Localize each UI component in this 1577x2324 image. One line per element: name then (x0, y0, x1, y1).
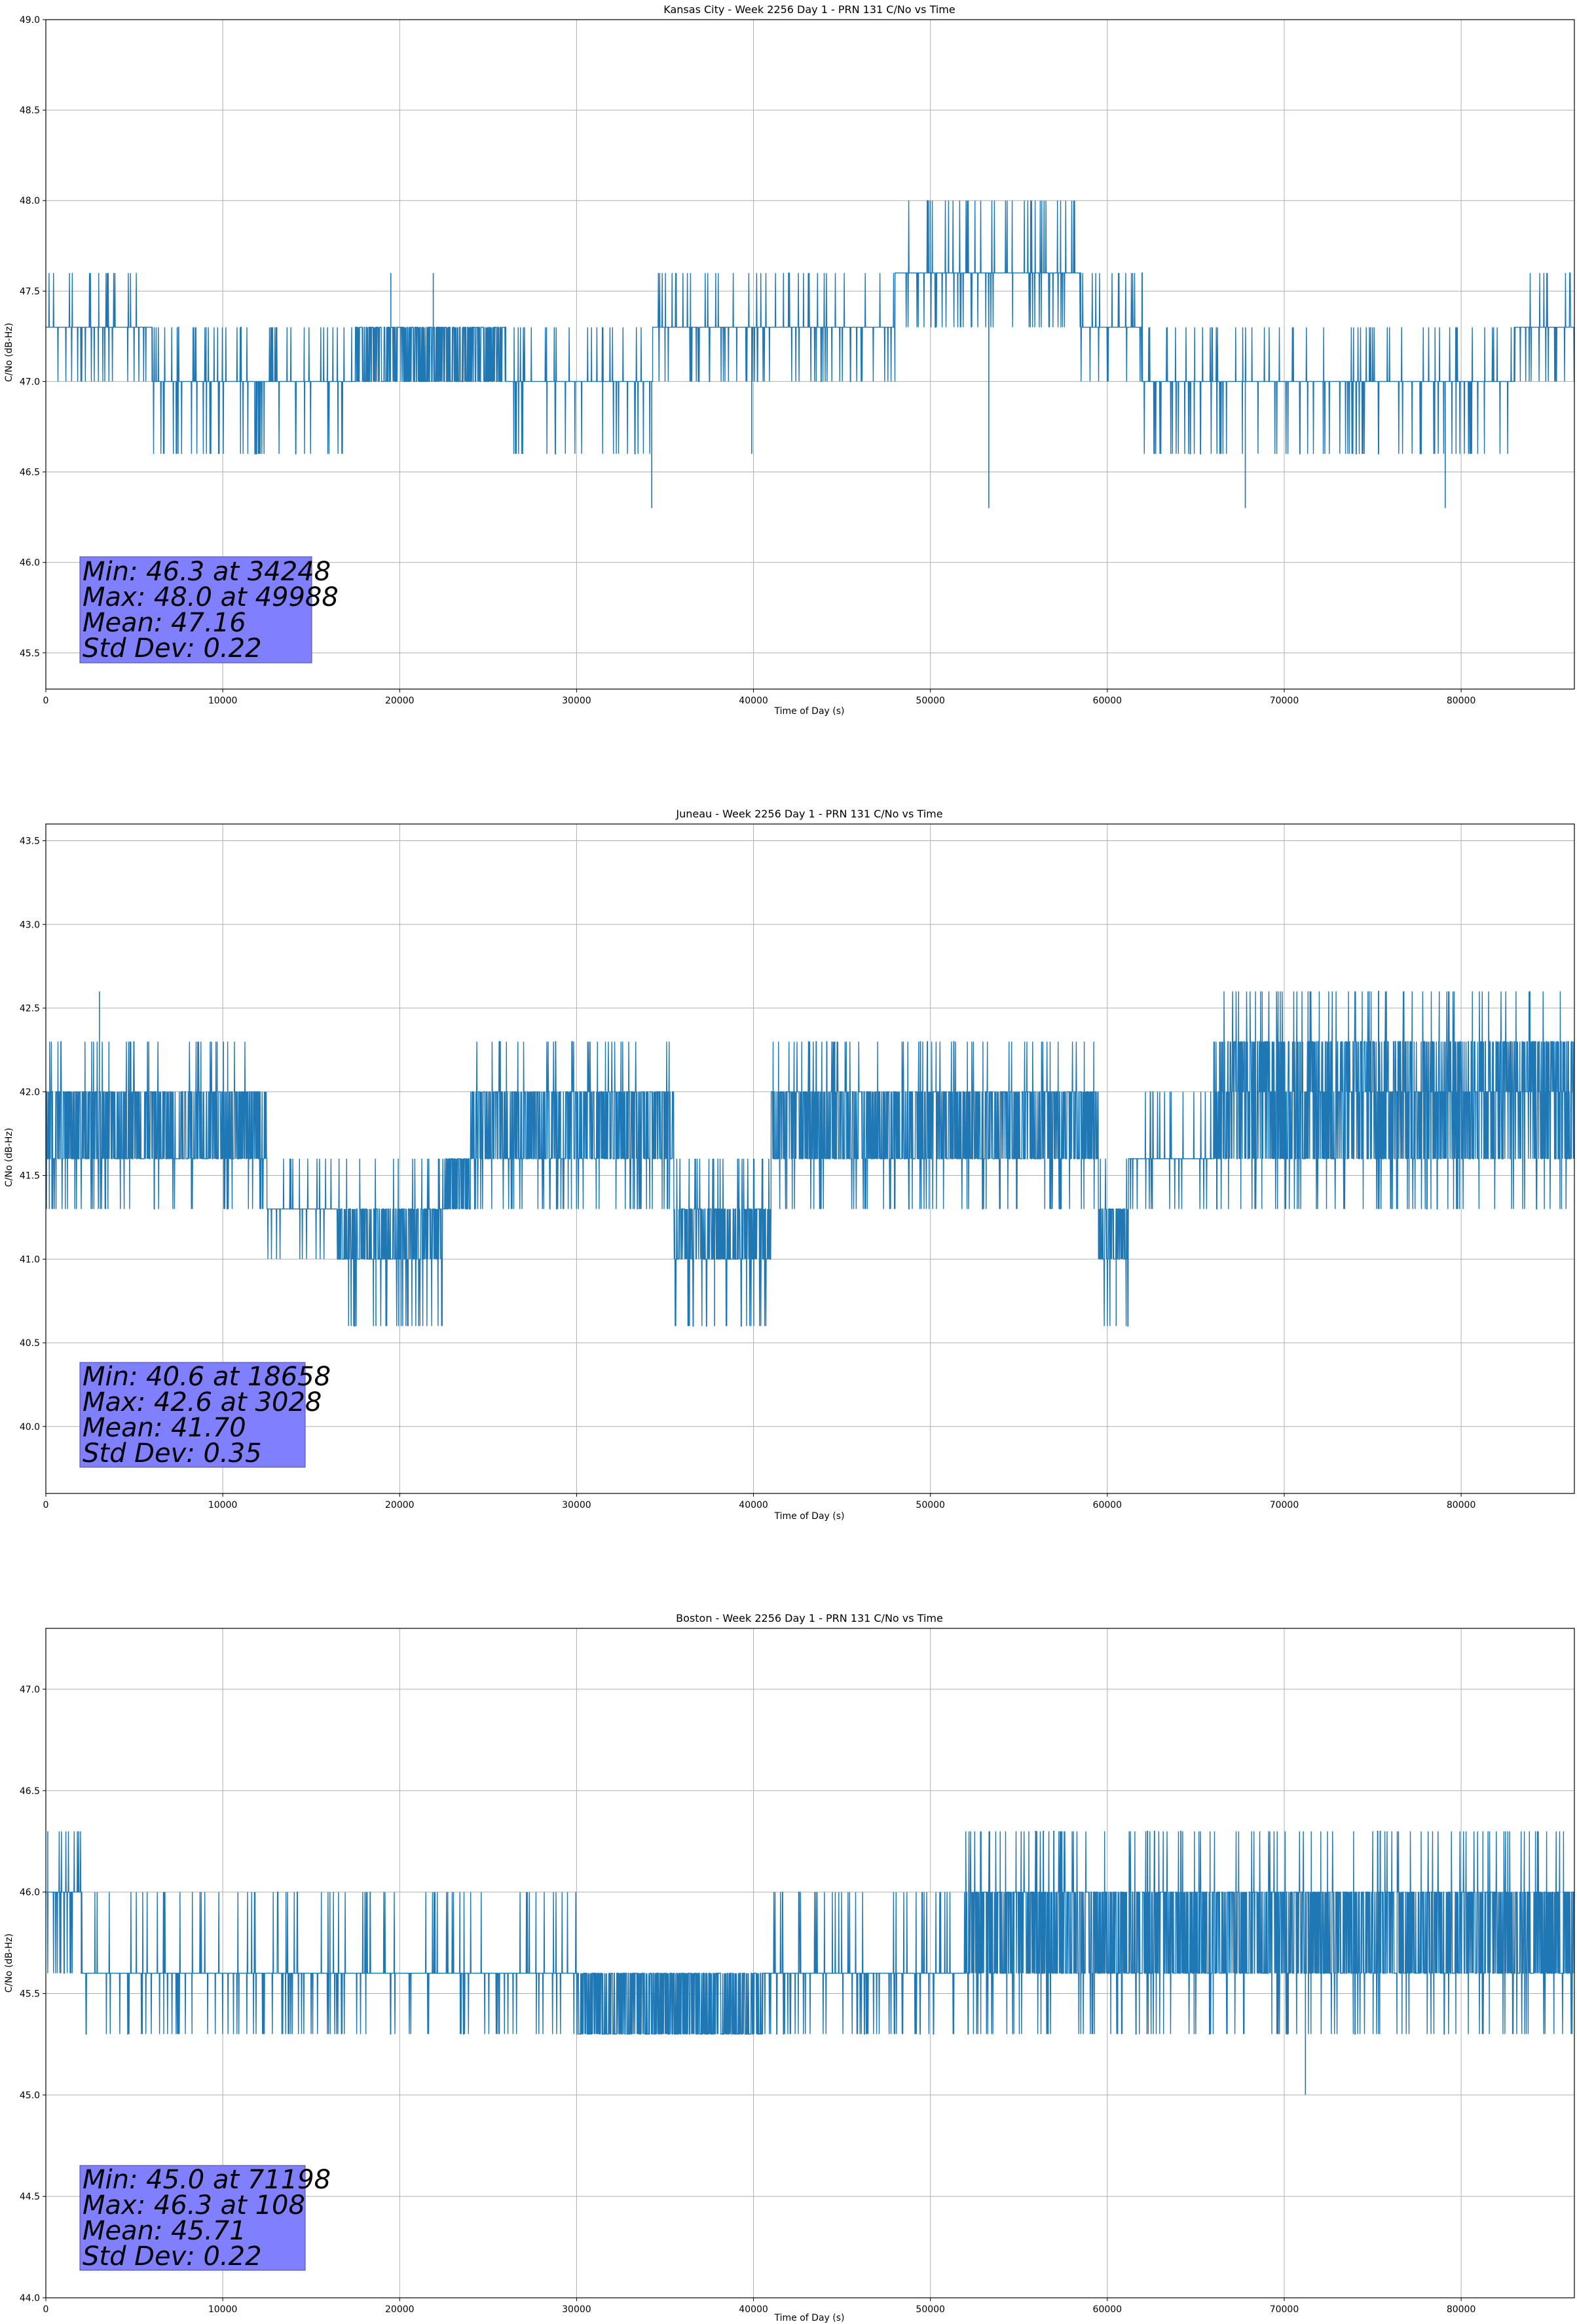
juneau-chart: Juneau - Week 2256 Day 1 - PRN 131 C/No … (4, 808, 1575, 1522)
stats-box: Min: 45.0 at 71198 Max: 46.3 at 108 Mean… (79, 2165, 331, 2272)
x-tick-label: 50000 (916, 1500, 945, 1510)
x-tick-label: 80000 (1447, 1500, 1476, 1510)
stat-mean: Mean: 45.71 (83, 2216, 246, 2246)
x-tick-label: 10000 (208, 2304, 238, 2315)
y-axis-label: C/No (dB-Hz) (4, 323, 14, 382)
tick-labels: 0 10000 20000 30000 40000 50000 60000 70000 8000… (20, 836, 1476, 1510)
stats-box: Min: 40.6 at 18658 Max: 42.6 at 3028 Mea… (79, 1362, 331, 1469)
axes-frame (45, 19, 1575, 690)
x-tick-label: 50000 (916, 696, 945, 706)
y-tick-label: 47.5 (20, 286, 40, 297)
tick-labels: 0 10000 20000 30000 40000 50000 60000 70000 8000… (20, 1685, 1476, 2315)
stat-max: Max: 48.0 at 49988 (83, 582, 339, 612)
stat-mean: Mean: 41.70 (83, 1413, 246, 1443)
boston-chart: Boston - Week 2256 Day 1 - PRN 131 C/No … (4, 1612, 1575, 2323)
x-tick-label: 70000 (1270, 1500, 1299, 1510)
y-tick-label: 46.5 (20, 1786, 40, 1797)
x-tick-label: 30000 (562, 696, 591, 706)
x-tick-label: 80000 (1447, 696, 1476, 706)
x-tick-label: 80000 (1447, 2304, 1476, 2315)
stat-std-dev: Std Dev: 0.22 (83, 633, 262, 664)
chart-title: Boston - Week 2256 Day 1 - PRN 131 C/No … (676, 1612, 943, 1624)
x-tick-label: 10000 (208, 696, 238, 706)
stat-mean: Mean: 47.16 (83, 608, 246, 638)
y-tick-label: 44.0 (20, 2293, 40, 2304)
y-tick-label: 44.5 (20, 2192, 40, 2202)
x-tick-label: 20000 (385, 1500, 415, 1510)
x-tick-label: 60000 (1093, 2304, 1122, 2315)
x-tick-label: 0 (43, 1500, 49, 1510)
x-tick-label: 0 (43, 696, 49, 706)
y-tick-label: 45.5 (20, 648, 40, 659)
y-tick-label: 42.0 (20, 1087, 40, 1098)
y-tick-label: 43.0 (20, 920, 40, 930)
axes-frame (45, 823, 1575, 1494)
y-tick-label: 46.0 (20, 1888, 40, 1898)
x-tick-label: 70000 (1270, 2304, 1299, 2315)
x-tick-label: 40000 (739, 2304, 768, 2315)
series-trace (46, 200, 1575, 455)
y-tick-label: 40.5 (20, 1338, 40, 1349)
tick-labels: 0 10000 20000 30000 40000 50000 60000 70000 8000… (20, 15, 1476, 706)
x-tick-label: 70000 (1270, 696, 1299, 706)
x-tick-label: 60000 (1093, 696, 1122, 706)
y-tick-label: 46.5 (20, 468, 40, 478)
y-axis-label: C/No (dB-Hz) (4, 1128, 14, 1187)
x-tick-label: 0 (43, 2304, 49, 2315)
x-axis-label: Time of Day (s) (774, 1511, 845, 1522)
y-tick-label: 41.0 (20, 1254, 40, 1265)
series-line (46, 1831, 1575, 2095)
stat-std-dev: Std Dev: 0.22 (83, 2241, 262, 2272)
series-trace (45, 990, 1575, 1327)
x-tick-label: 40000 (739, 696, 768, 706)
stat-min: Min: 45.0 at 71198 (83, 2165, 331, 2195)
y-tick-label: 45.0 (20, 2090, 40, 2101)
x-tick-label: 20000 (385, 2304, 415, 2315)
kansas-city-chart: Kansas City - Week 2256 Day 1 - PRN 131 … (4, 3, 1575, 717)
series-trace (46, 1831, 1575, 2035)
stat-max: Max: 42.6 at 3028 (83, 1387, 322, 1417)
y-tick-label: 45.5 (20, 1989, 40, 1999)
y-axis-label: C/No (dB-Hz) (4, 1934, 14, 1993)
stats-box-background (79, 556, 312, 664)
y-tick-label: 46.0 (20, 558, 40, 569)
x-tick-label: 40000 (739, 1500, 768, 1510)
x-tick-label: 20000 (385, 696, 415, 706)
y-tick-label: 43.5 (20, 836, 40, 847)
stat-max: Max: 46.3 at 108 (83, 2190, 305, 2221)
stat-min: Min: 46.3 at 34248 (83, 557, 331, 587)
series-line (45, 990, 1575, 1327)
x-axis-label: Time of Day (s) (774, 706, 845, 717)
x-tick-label: 30000 (562, 2304, 591, 2315)
x-tick-label: 10000 (208, 1500, 238, 1510)
x-axis-label: Time of Day (s) (774, 2313, 845, 2323)
y-tick-label: 47.0 (20, 377, 40, 387)
x-tick-label: 60000 (1093, 1500, 1122, 1510)
y-tick-label: 48.0 (20, 196, 40, 206)
y-tick-label: 48.5 (20, 105, 40, 116)
x-tick-label: 30000 (562, 1500, 591, 1510)
y-tick-label: 40.0 (20, 1422, 40, 1433)
y-tick-label: 41.5 (20, 1171, 40, 1182)
chart-title: Juneau - Week 2256 Day 1 - PRN 131 C/No … (675, 808, 942, 820)
x-tick-label: 50000 (916, 2304, 945, 2315)
y-tick-label: 47.0 (20, 1685, 40, 1695)
stats-box: Min: 46.3 at 34248 Max: 48.0 at 49988 Me… (79, 556, 339, 664)
stat-std-dev: Std Dev: 0.35 (83, 1438, 262, 1469)
chart-title: Kansas City - Week 2256 Day 1 - PRN 131 … (663, 3, 955, 16)
series-line (46, 200, 1575, 508)
y-tick-label: 42.5 (20, 1003, 40, 1014)
y-tick-label: 49.0 (20, 15, 40, 26)
stats-box-background (79, 1362, 306, 1468)
axes-frame (45, 1628, 1575, 2298)
stat-min: Min: 40.6 at 18658 (83, 1362, 331, 1392)
stats-box-background (79, 2165, 306, 2271)
